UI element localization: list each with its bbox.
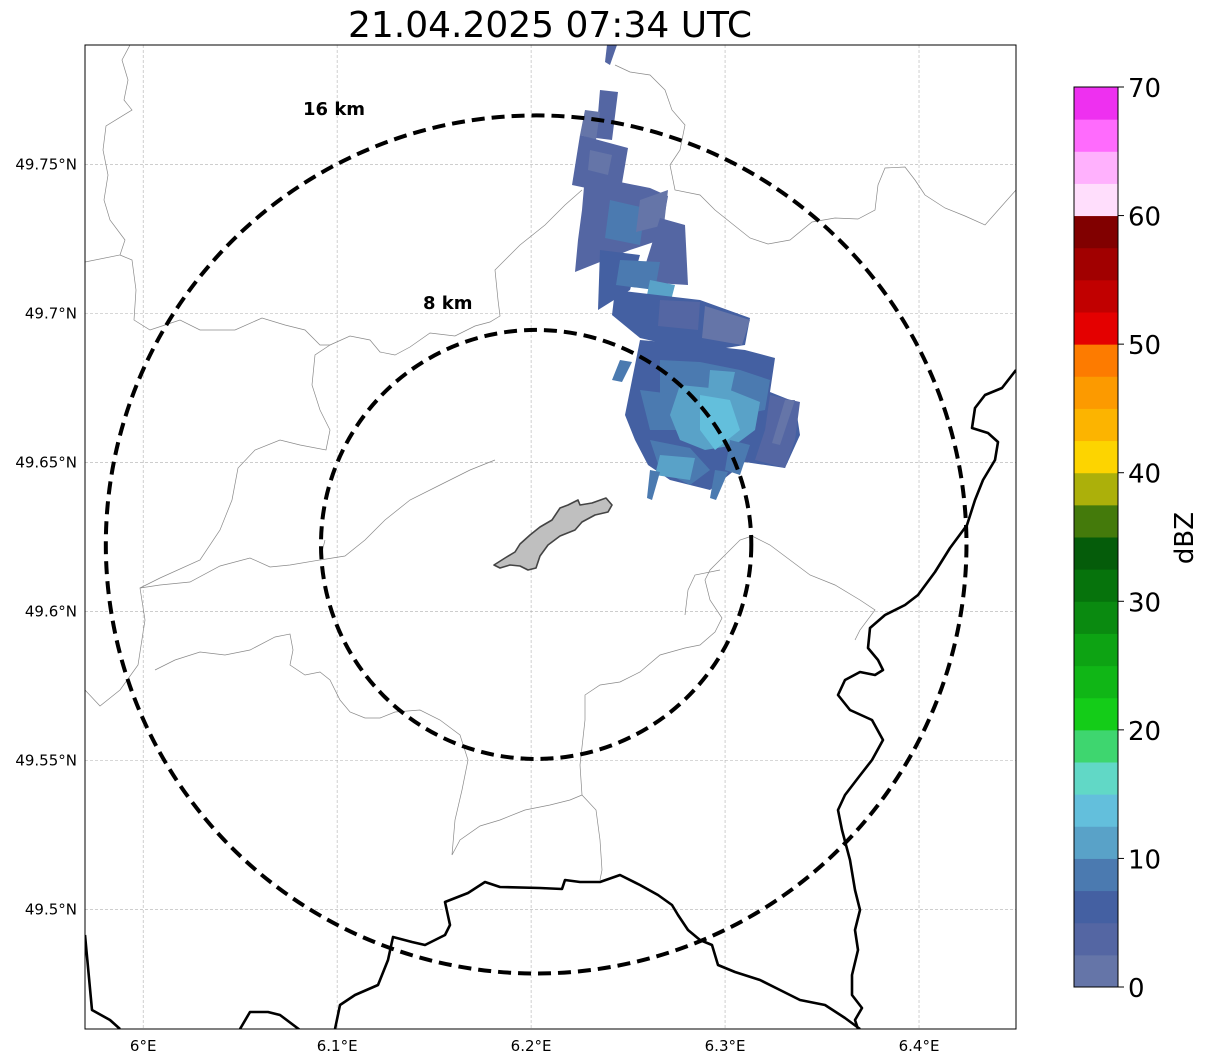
colorbar-segment-20 (1074, 312, 1118, 345)
lon-tick-label-0: 6°E (130, 1037, 157, 1055)
colorbar-tick-label-6: 60 (1128, 203, 1161, 233)
lon-tick-label-1: 6.1°E (317, 1037, 358, 1055)
colorbar-segment-27 (1074, 87, 1118, 120)
communal-boundaries (85, 45, 1016, 881)
colorbar-segment-15 (1074, 472, 1118, 506)
colorbar-segment-9 (1074, 665, 1118, 699)
lat-tick-label-1: 49.7°N (25, 304, 77, 322)
colorbar-segment-3 (1074, 858, 1118, 892)
lon-tick-label-3: 6.3°E (705, 1037, 746, 1055)
lon-tick-label-4: 6.4°E (899, 1037, 940, 1055)
colorbar-segment-2 (1074, 890, 1118, 924)
colorbar-tick-label-1: 10 (1128, 845, 1161, 875)
colorbar-tick-label-5: 50 (1128, 331, 1161, 361)
range-ring-16km (103, 113, 969, 976)
lon-tick-label-2: 6.2°E (511, 1037, 552, 1055)
lat-tick-label-2: 49.65°N (15, 453, 77, 471)
colorbar-label: dBZ (1170, 512, 1200, 564)
colorbar-segment-6 (1074, 762, 1118, 795)
city-area (493, 497, 613, 571)
colorbar-tick-label-7: 70 (1128, 74, 1161, 104)
lat-tick-label-5: 49.5°N (25, 901, 77, 919)
colorbar-segment-12 (1074, 569, 1118, 602)
ring-label-8km: 8 km (423, 293, 473, 314)
national-border (85, 369, 1016, 1029)
colorbar-segment-24 (1074, 183, 1118, 217)
colorbar-tick-label-0: 0 (1128, 974, 1145, 1004)
range-ring-8km (318, 327, 754, 761)
colorbar-tick-label-3: 30 (1128, 588, 1161, 618)
colorbar-segment-13 (1074, 537, 1118, 570)
colorbar-segment-26 (1074, 119, 1118, 152)
lat-tick-label-4: 49.55°N (15, 752, 77, 770)
colorbar-segment-21 (1074, 279, 1118, 313)
lat-tick-label-0: 49.75°N (15, 155, 77, 173)
colorbar-segment-25 (1074, 151, 1118, 184)
colorbar-tick-label-2: 20 (1128, 717, 1161, 747)
colorbar-segment-11 (1074, 601, 1118, 634)
reflectivity-echoes (572, 45, 800, 500)
colorbar-segment-1 (1074, 922, 1118, 956)
colorbar-segment-4 (1074, 826, 1118, 859)
colorbar-segment-8 (1074, 697, 1118, 731)
colorbar-tick-label-4: 40 (1128, 460, 1161, 490)
colorbar-segment-14 (1074, 504, 1118, 538)
colorbar-segment-10 (1074, 633, 1118, 667)
colorbar-segment-0 (1074, 954, 1118, 988)
colorbar-frame (1073, 86, 1119, 988)
dbz-colorbar (1073, 86, 1119, 988)
map-title: 21.04.2025 07:34 UTC (348, 5, 752, 46)
lat-tick-label-3: 49.6°N (25, 603, 77, 621)
colorbar-segment-5 (1074, 794, 1118, 827)
colorbar-segment-22 (1074, 247, 1118, 281)
colorbar-segment-18 (1074, 376, 1118, 409)
longitude-tick-labels: 6°E 6.1°E 6.2°E 6.3°E 6.4°E (130, 1037, 940, 1055)
colorbar-segment-19 (1074, 344, 1118, 377)
colorbar-segment-7 (1074, 729, 1118, 763)
ring-label-16km: 16 km (303, 99, 365, 120)
colorbar-tick-labels: 0 10 20 30 40 50 60 70 (1118, 74, 1161, 1004)
colorbar-segment-17 (1074, 408, 1118, 442)
colorbar-segment-16 (1074, 440, 1118, 474)
map-frame (84, 44, 1017, 1030)
latitude-tick-labels: 49.75°N 49.7°N 49.65°N 49.6°N 49.55°N 49.5°N (15, 155, 77, 918)
colorbar-segment-23 (1074, 215, 1118, 249)
range-rings (103, 113, 969, 976)
